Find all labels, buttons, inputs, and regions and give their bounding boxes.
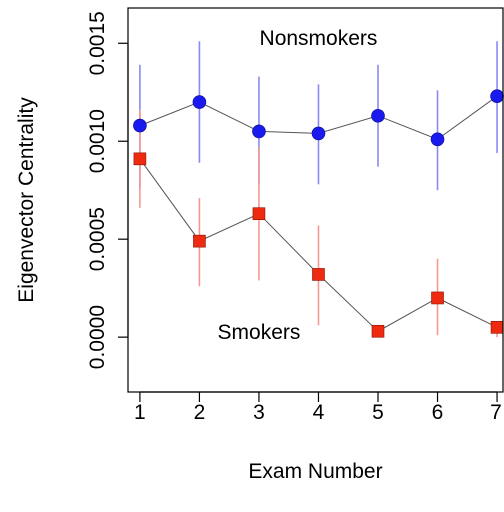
nonsmokers-point-1 xyxy=(133,118,147,133)
smokers-point-3 xyxy=(252,207,266,221)
x-axis: 1 2 3 4 5 6 7 xyxy=(134,391,502,424)
x-axis-title: Exam Number xyxy=(248,460,382,483)
nonsmokers-point-3 xyxy=(252,124,266,139)
x-tick-label-6: 6 xyxy=(432,401,444,424)
plot-frame xyxy=(127,7,504,393)
smokers-point-5 xyxy=(371,324,385,338)
smokers-point-6 xyxy=(431,291,444,305)
nonsmokers-point-2 xyxy=(192,95,207,109)
nonsmokers-point-7 xyxy=(490,89,504,103)
nonsmokers-annotation: Nonsmokers xyxy=(260,27,378,50)
x-tick-label-5: 5 xyxy=(372,401,384,424)
series-markers xyxy=(133,89,504,338)
x-tick-label-1: 1 xyxy=(134,401,146,424)
y-axis-title: Eigenvector Centrality xyxy=(15,97,38,303)
smokers-point-2 xyxy=(193,234,206,248)
x-tick-label-3: 3 xyxy=(253,401,265,424)
y-tick-label-0.0000: 0.0000 xyxy=(86,305,109,369)
nonsmokers-point-5 xyxy=(371,108,385,123)
smokers-point-4 xyxy=(312,268,325,281)
y-tick-label-0.0005: 0.0005 xyxy=(86,207,109,271)
smokers-point-1 xyxy=(133,152,147,166)
x-tick-label-2: 2 xyxy=(194,401,206,424)
smokers-point-7 xyxy=(490,321,504,334)
x-tick-label-7: 7 xyxy=(490,401,502,424)
y-tick-label-0.0015: 0.0015 xyxy=(86,11,109,75)
smokers-annotation: Smokers xyxy=(218,321,301,344)
annotations: Nonsmokers Smokers xyxy=(218,27,378,344)
x-tick-label-4: 4 xyxy=(313,401,325,424)
y-axis: 0.0000 0.0005 0.0010 0.0015 xyxy=(86,11,129,369)
nonsmokers-point-6 xyxy=(430,132,445,147)
y-tick-label-0.0010: 0.0010 xyxy=(86,109,109,173)
nonsmokers-point-4 xyxy=(311,126,326,141)
